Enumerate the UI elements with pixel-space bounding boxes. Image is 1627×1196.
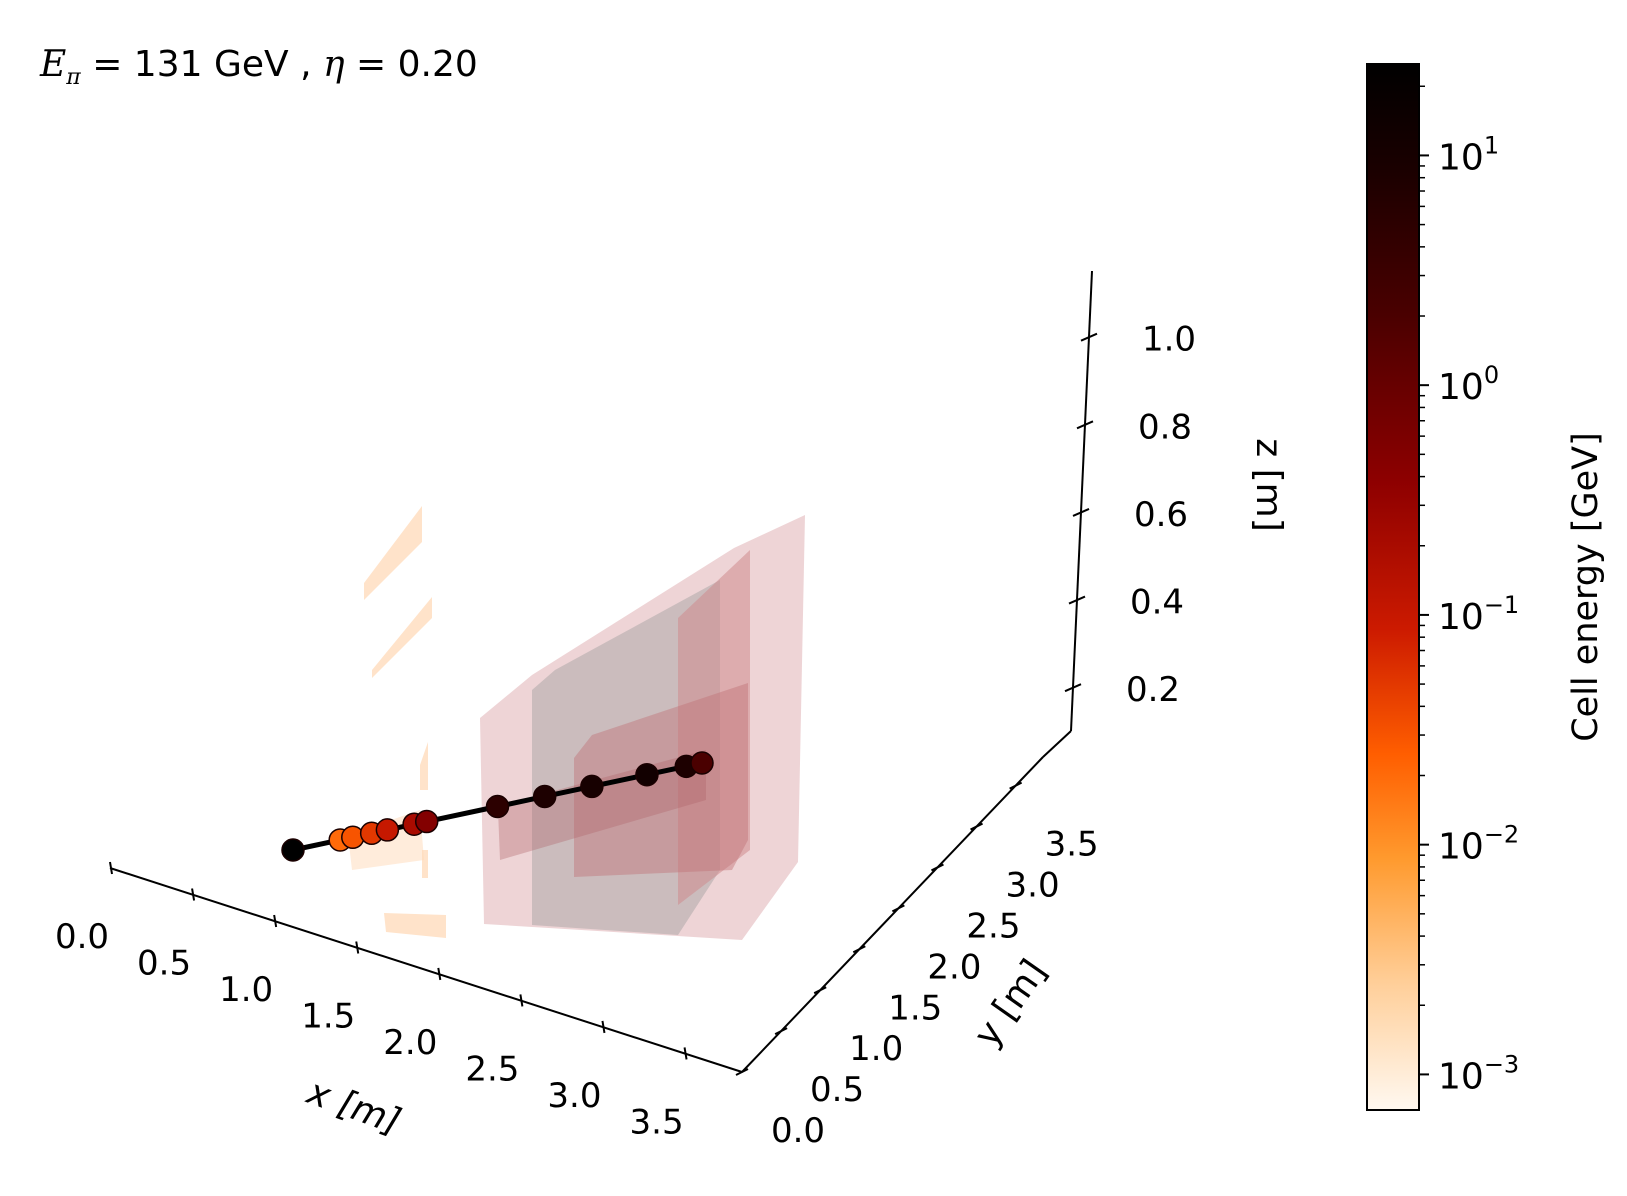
colorbar-tick-label: 10−1: [1438, 591, 1519, 638]
x-tick: [191, 888, 196, 901]
track-point: [375, 818, 400, 842]
track-series: [281, 751, 714, 862]
track-point: [532, 784, 557, 809]
x-tick-label: 0.5: [137, 943, 191, 983]
y-tick: [852, 945, 866, 954]
z-tick-label: 0.4: [1130, 583, 1184, 623]
x-tick-label: 2.5: [465, 1049, 519, 1089]
x-tick: [355, 941, 360, 954]
colorbar-label: Cell energy [GeV]: [1566, 432, 1606, 742]
y-tick: [813, 986, 827, 995]
y-tick: [891, 904, 905, 913]
z-tick-label: 1.0: [1142, 320, 1196, 360]
x-tick: [273, 914, 278, 928]
colorbar-gradient: [1366, 63, 1420, 1111]
x-tick-label: 0.0: [55, 917, 109, 957]
plot-title: Eπ = 131 GeV , η = 0.20: [40, 44, 478, 91]
x-tick-label: 3.0: [547, 1076, 601, 1116]
track-point: [281, 838, 305, 862]
y-tick-label: 1.5: [888, 988, 942, 1028]
detector-cells: [348, 506, 805, 940]
y-tick-label: 1.0: [849, 1029, 903, 1069]
x-tick: [519, 994, 524, 1007]
x-tick-label: 2.0: [383, 1023, 437, 1063]
track-point: [341, 825, 365, 850]
z-tick-label: 0.2: [1126, 670, 1180, 710]
cell-volume: [678, 550, 750, 905]
colorbar-tick-label: 101: [1438, 131, 1499, 178]
y-tick-label: 2.5: [966, 906, 1020, 946]
y-tick-label: 2.0: [927, 947, 981, 987]
y-tick-label: 3.5: [1045, 825, 1099, 865]
y-tick-label: 0.0: [771, 1111, 825, 1151]
z-axis-label: z [m]: [1248, 438, 1289, 532]
cell-volume: [574, 683, 748, 877]
y-tick-label: 3.0: [1006, 866, 1060, 906]
cell-volume: [372, 597, 432, 678]
y-tick: [1009, 781, 1023, 790]
z-tick: [1072, 508, 1090, 517]
y-tick: [774, 1027, 788, 1035]
colorbar-tick-label: 10−3: [1438, 1050, 1519, 1097]
x-axis-label: x [m]: [301, 1071, 406, 1143]
z-tick: [1068, 595, 1086, 605]
cell-volume: [364, 506, 422, 600]
colorbar: 101 100 10−1 10−2 10−3 Cell energy [GeV]: [1366, 63, 1606, 1111]
z-axis: 0.2 0.4 0.6 0.8 1.0 z [m]: [1042, 270, 1289, 758]
track-point: [414, 809, 439, 834]
z-tick: [1076, 420, 1094, 430]
x-tick-label: 1.0: [219, 970, 273, 1010]
cell-volume: [532, 580, 720, 935]
x-tick-label: 1.5: [301, 996, 355, 1036]
y-tick: [970, 822, 983, 831]
x-tick: [109, 861, 113, 875]
x-tick: [601, 1020, 606, 1034]
x-tick-label: 3.5: [630, 1102, 684, 1142]
cell-volume: [384, 913, 446, 938]
z-tick-label: 0.8: [1138, 407, 1192, 447]
colorbar-tick-label: 10−2: [1438, 821, 1519, 868]
track-point: [635, 762, 659, 787]
cell-volume: [420, 742, 428, 790]
x-tick: [683, 1047, 688, 1060]
z-tick-label: 0.6: [1134, 495, 1188, 535]
track-point: [580, 774, 604, 799]
y-tick: [931, 863, 944, 872]
track-point: [485, 794, 510, 819]
track-point: [690, 751, 714, 775]
y-tick-label: 0.5: [810, 1070, 864, 1110]
x-tick: [437, 967, 442, 981]
z-tick: [1064, 683, 1082, 693]
z-tick: [1080, 332, 1098, 342]
x-axis: 0.0 0.5 1.0 1.5 2.0 2.5 3.0 3.5 x [m]: [55, 861, 743, 1143]
colorbar-tick-label: 100: [1438, 361, 1499, 408]
